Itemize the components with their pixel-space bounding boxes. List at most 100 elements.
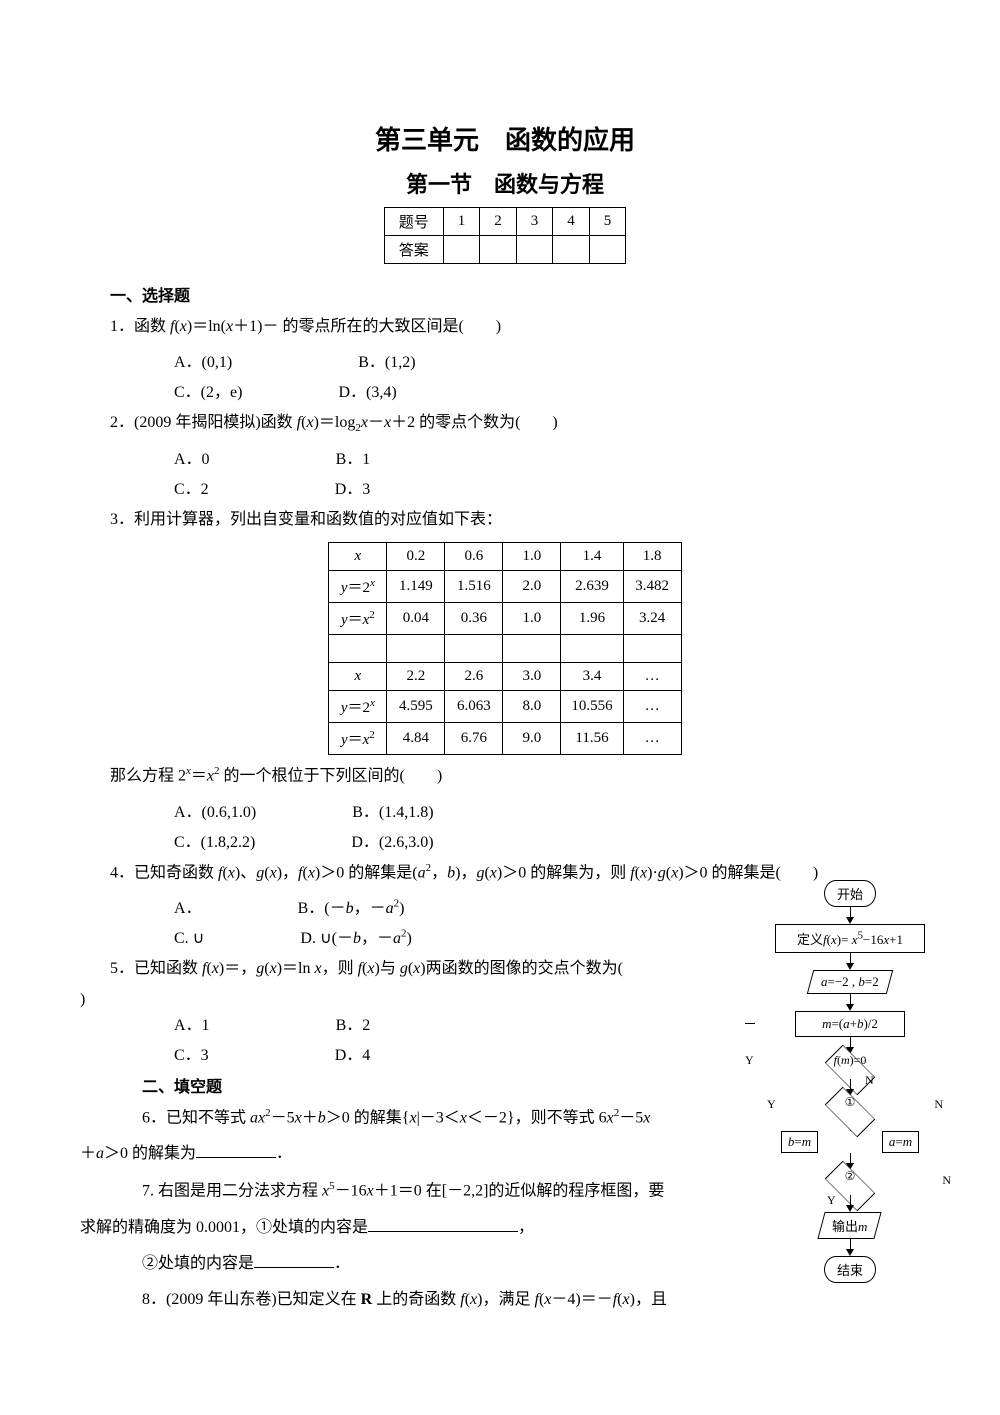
answer-table: 题号 1 2 3 4 5 答案 — [384, 207, 627, 264]
tbl-cell: 1.0 — [503, 542, 561, 570]
q5-optD: D．4 — [303, 1041, 371, 1065]
flow-Y-1: Y — [745, 1053, 754, 1068]
q2-options-2: C．2 D．3 — [110, 475, 900, 499]
ans-cell — [443, 236, 480, 264]
tbl-cell: 1.0 — [503, 602, 561, 634]
q2-optD: D．3 — [303, 475, 371, 499]
tbl-cell: 11.56 — [561, 722, 623, 754]
tbl-cell: y＝x2 — [329, 602, 387, 634]
ans-col: 5 — [589, 208, 626, 236]
q3-options-1: A．(0.6,1.0) B．(1.4,1.8) — [110, 798, 900, 822]
q7-text-a2: 求解的精确度为 0.0001，①处填的内容是， — [80, 1213, 690, 1243]
q1-optA: A．(0,1) — [142, 348, 232, 372]
ans-header: 题号 — [384, 208, 443, 236]
flow-end: 结束 — [824, 1256, 876, 1283]
flowchart: 开始 定义f(x)= x5−16x+1 a=−2 , b=2 m=(a+b)/2… — [755, 880, 945, 1283]
q2-optA: A．0 — [142, 445, 210, 469]
q3-optA: A．(0.6,1.0) — [142, 798, 256, 822]
q7-blank1 — [368, 1218, 518, 1232]
q3-data-table: x 0.2 0.6 1.0 1.4 1.8 y＝2x 1.149 1.516 2… — [328, 542, 681, 755]
flow-am: a=m — [882, 1131, 919, 1153]
tbl-cell: 4.595 — [387, 690, 445, 722]
tbl-cell: 0.36 — [445, 602, 503, 634]
q4-optB: B．(－b，－a2) — [266, 894, 405, 918]
flow-start: 开始 — [824, 880, 876, 907]
tbl-cell: 0.2 — [387, 542, 445, 570]
q3-optB: B．(1.4,1.8) — [320, 798, 433, 822]
tbl-cell: 10.556 — [561, 690, 623, 722]
q1-options-1: A．(0,1) B．(1,2) — [110, 348, 900, 372]
tbl-cell: y＝2x — [329, 690, 387, 722]
tbl-cell: x — [329, 542, 387, 570]
tbl-cell — [503, 634, 561, 662]
q3-options-2: C．(1.8,2.2) D．(2.6,3.0) — [110, 828, 900, 852]
flow-N-1: N — [865, 1073, 874, 1088]
q7-text-a: 7. 右图是用二分法求方程 x5－16x＋1＝0 在[－2,2]的近似解的程序框… — [110, 1176, 690, 1207]
flow-cond-1: ① — [818, 1089, 882, 1121]
flow-N-2: N — [934, 1097, 943, 1112]
tbl-cell: 8.0 — [503, 690, 561, 722]
flow-N-3: N — [942, 1173, 951, 1188]
flow-mid: m=(a+b)/2 — [795, 1011, 905, 1037]
section-title-main: 第一节 函数与方程 — [110, 167, 900, 199]
unit-title: 第三单元 函数的应用 — [110, 120, 900, 157]
tbl-cell: x — [329, 662, 387, 690]
tbl-cell: 3.482 — [623, 570, 681, 602]
section-heading-1: 一、选择题 — [110, 282, 900, 306]
q4-optC: C. ∪ — [142, 928, 204, 948]
tbl-cell — [445, 634, 503, 662]
flow-cond-2: ② — [818, 1163, 882, 1195]
flow-Y-2: Y — [767, 1097, 776, 1112]
tbl-cell: 0.04 — [387, 602, 445, 634]
q5-optB: B．2 — [304, 1011, 371, 1035]
tbl-cell: 9.0 — [503, 722, 561, 754]
tbl-cell — [387, 634, 445, 662]
q5-text: 5．已知函数 f(x)＝，g(x)＝ln x，则 f(x)与 g(x)两函数的图… — [110, 954, 710, 984]
q7-blank2 — [254, 1254, 334, 1268]
q1-optC: C．(2，e) — [142, 378, 242, 402]
ans-cell — [553, 236, 590, 264]
tbl-cell: 2.0 — [503, 570, 561, 602]
ans-cell — [480, 236, 517, 264]
q3-optC: C．(1.8,2.2) — [142, 828, 255, 852]
q1-options-2: C．(2，e) D．(3,4) — [110, 378, 900, 402]
tbl-cell: 0.6 — [445, 542, 503, 570]
tbl-cell: 1.96 — [561, 602, 623, 634]
tbl-cell: … — [623, 690, 681, 722]
tbl-cell: 1.149 — [387, 570, 445, 602]
q4-optD: D. ∪(－b，－a2) — [268, 924, 411, 948]
q1-optD: D．(3,4) — [306, 378, 396, 402]
tbl-cell: y＝x2 — [329, 722, 387, 754]
tbl-cell: 1.8 — [623, 542, 681, 570]
tbl-cell: 1.4 — [561, 542, 623, 570]
flow-output: 输出m — [818, 1212, 883, 1239]
q8-text: 8．(2009 年山东卷)已知定义在 R 上的奇函数 f(x)，满足 f(x－4… — [110, 1285, 690, 1315]
flow-define: 定义f(x)= x5−16x+1 — [775, 924, 925, 953]
tbl-cell: 1.516 — [445, 570, 503, 602]
q6-blank — [196, 1144, 276, 1158]
q6-text: 6．已知不等式 ax2－5x＋b＞0 的解集{x|－3＜x＜－2}，则不等式 6… — [110, 1103, 690, 1134]
q4-optA: A． — [142, 894, 202, 918]
tbl-cell: 2.639 — [561, 570, 623, 602]
tbl-cell: y＝2x — [329, 570, 387, 602]
ans-col: 3 — [516, 208, 553, 236]
tbl-cell: 3.4 — [561, 662, 623, 690]
q6-text-2: ＋a＞0 的解集为． — [80, 1139, 690, 1169]
tbl-cell: … — [623, 722, 681, 754]
ans-col: 1 — [443, 208, 480, 236]
tbl-cell: … — [623, 662, 681, 690]
flow-Y-3: Y — [827, 1193, 836, 1208]
flow-init: a=−2 , b=2 — [807, 970, 893, 994]
q2-optB: B．1 — [304, 445, 371, 469]
tbl-cell — [623, 634, 681, 662]
tbl-cell: 3.0 — [503, 662, 561, 690]
q2-options-1: A．0 B．1 — [110, 445, 900, 469]
ans-cell — [516, 236, 553, 264]
q1-optB: B．(1,2) — [326, 348, 415, 372]
q1-text: 1．函数 f(x)＝ln(x＋1)－ 的零点所在的大致区间是( ) — [110, 312, 900, 342]
q3-optD: D．(2.6,3.0) — [319, 828, 433, 852]
ans-cell — [589, 236, 626, 264]
tbl-cell: 3.24 — [623, 602, 681, 634]
ans-col: 4 — [553, 208, 590, 236]
q7-text-b: ②处填的内容是． — [110, 1249, 690, 1279]
